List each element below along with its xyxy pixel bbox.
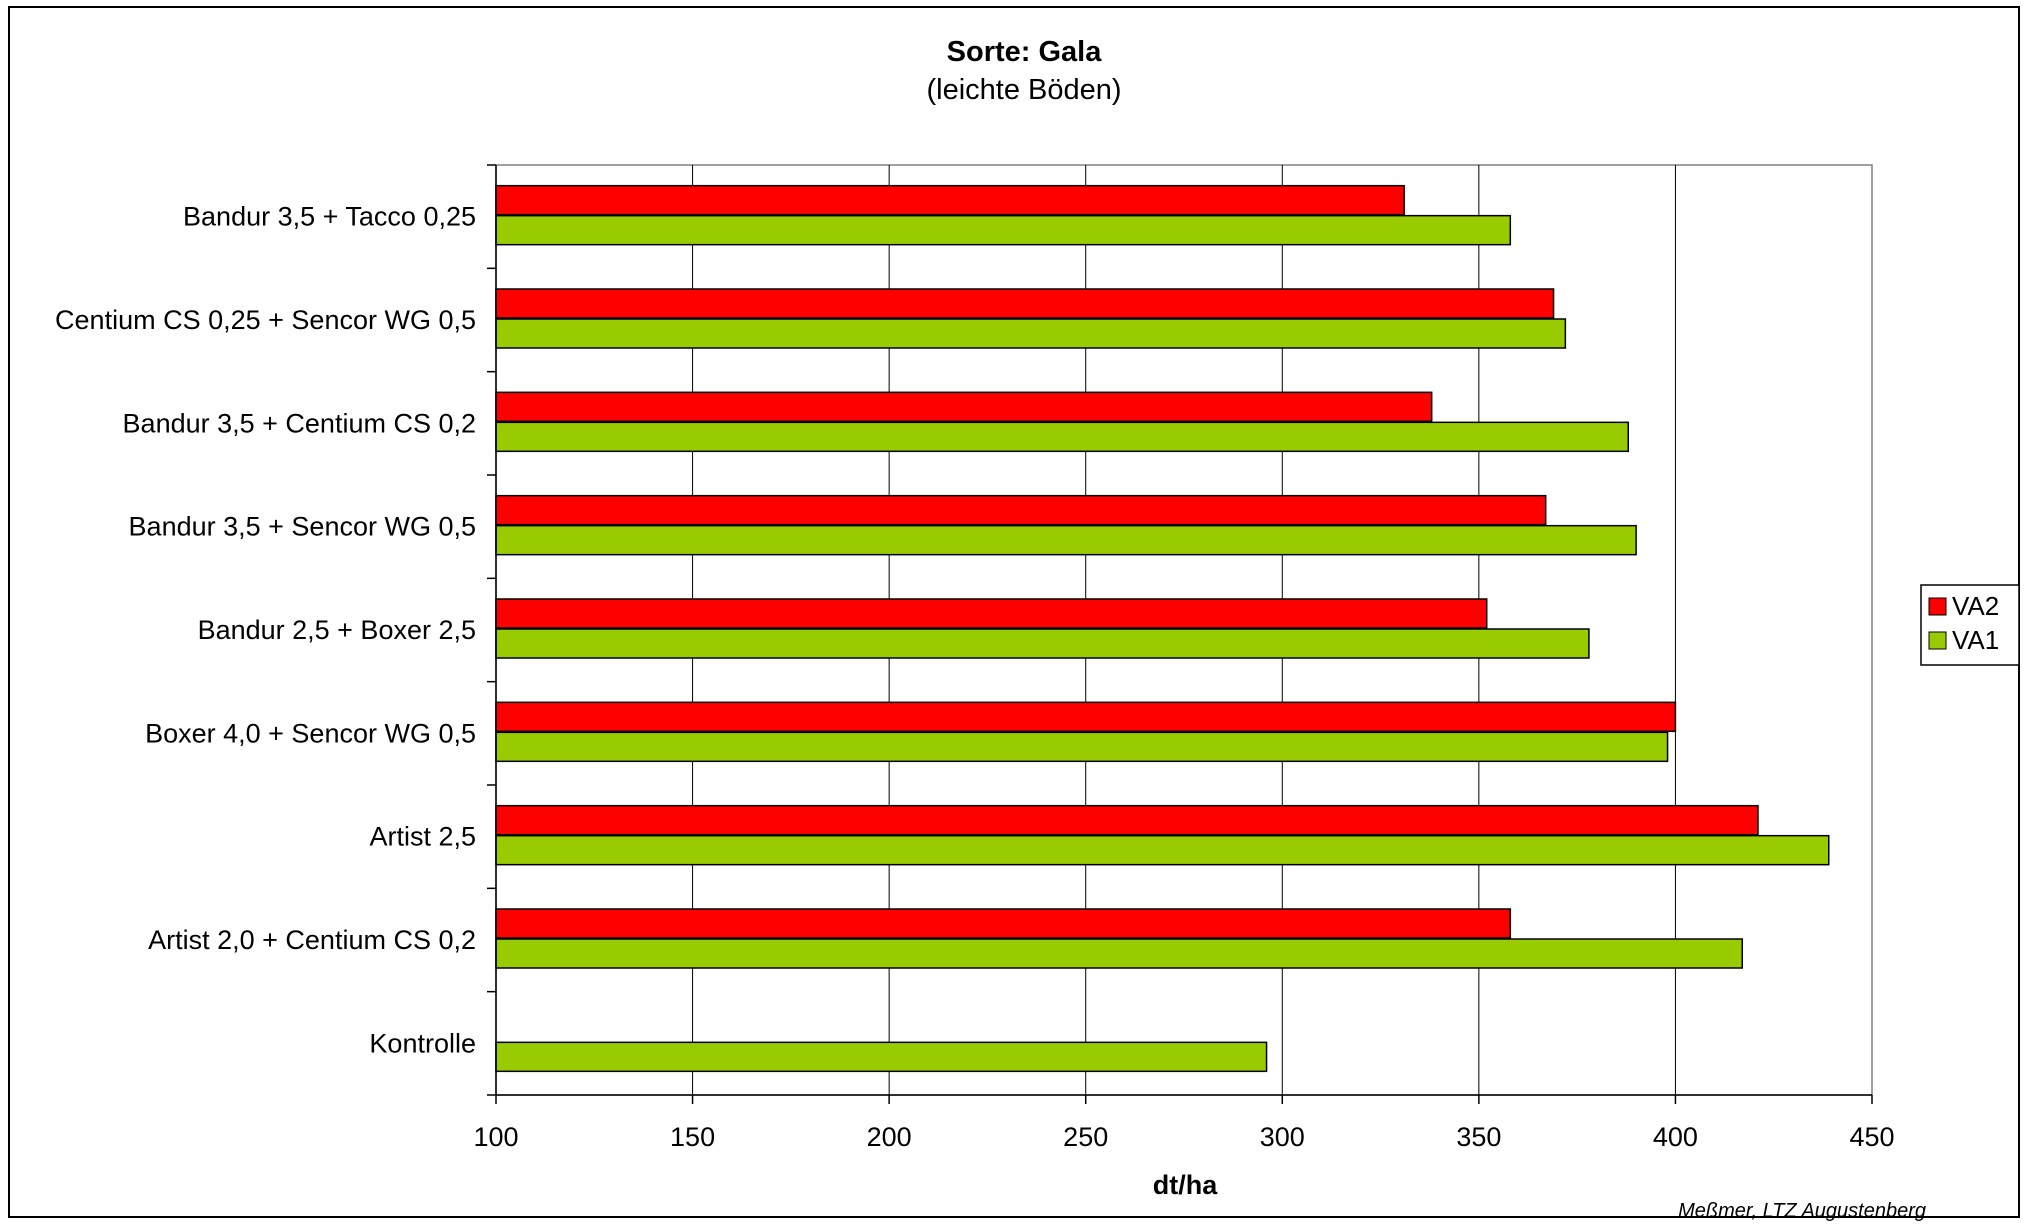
category-label: Bandur 2,5 + Boxer 2,5 — [198, 615, 476, 645]
legend-label-va1: VA1 — [1952, 625, 1999, 655]
category-label: Bandur 3,5 + Sencor WG 0,5 — [129, 512, 476, 542]
bar-va2 — [495, 391, 1433, 423]
legend-label-va2: VA2 — [1952, 591, 1999, 621]
category-label: Bandur 3,5 + Tacco 0,25 — [183, 202, 476, 232]
bar-va1 — [495, 214, 1512, 246]
x-tick-label: 300 — [1260, 1122, 1305, 1152]
x-tick-label: 200 — [867, 1122, 912, 1152]
bar-va2 — [495, 184, 1405, 216]
x-tick-label: 250 — [1063, 1122, 1108, 1152]
category-label: Centium CS 0,25 + Sencor WG 0,5 — [55, 305, 476, 335]
x-axis-title: dt/ha — [1153, 1170, 1218, 1200]
x-tick-label: 400 — [1653, 1122, 1698, 1152]
bars — [495, 184, 1830, 1073]
category-label: Artist 2,0 + Centium CS 0,2 — [148, 925, 476, 955]
category-labels: Bandur 3,5 + Tacco 0,25 Centium CS 0,25 +… — [55, 202, 476, 1059]
bar-va2 — [495, 288, 1555, 319]
bar-va1 — [495, 318, 1567, 349]
legend-swatch-va2 — [1928, 597, 1947, 616]
chart-subtitle: (leichte Böden) — [926, 74, 1121, 106]
bar-va2 — [495, 908, 1512, 939]
category-label: Kontrolle — [369, 1028, 476, 1058]
category-label: Bandur 3,5 + Centium CS 0,2 — [123, 408, 476, 438]
bar-va1 — [495, 421, 1630, 453]
bar-va1 — [495, 1041, 1268, 1073]
x-tick-label: 450 — [1849, 1122, 1894, 1152]
x-tick-labels: 100 150 200 250 300 350 400 450 — [473, 1122, 1894, 1152]
bar-va2 — [495, 804, 1759, 836]
x-tick-label: 150 — [670, 1122, 715, 1152]
x-tick-label: 100 — [473, 1122, 518, 1152]
bar-va1 — [495, 524, 1637, 556]
axes — [487, 164, 1873, 1104]
x-tick-label: 350 — [1456, 1122, 1501, 1152]
bar-va1 — [495, 628, 1590, 659]
category-label: Boxer 4,0 + Sencor WG 0,5 — [145, 718, 476, 748]
bar-va2 — [495, 701, 1677, 733]
bar-va1 — [495, 834, 1830, 866]
bar-va2 — [495, 494, 1547, 526]
bar-va1 — [495, 938, 1744, 969]
chart-title: Sorte: Gala — [947, 36, 1103, 68]
credit-text: Meßmer, LTZ Augustenberg — [1678, 1200, 1926, 1222]
bar-va1 — [495, 731, 1669, 763]
legend-swatch-va1 — [1928, 631, 1947, 650]
category-label: Artist 2,5 — [369, 822, 476, 852]
bar-va2 — [495, 598, 1488, 629]
